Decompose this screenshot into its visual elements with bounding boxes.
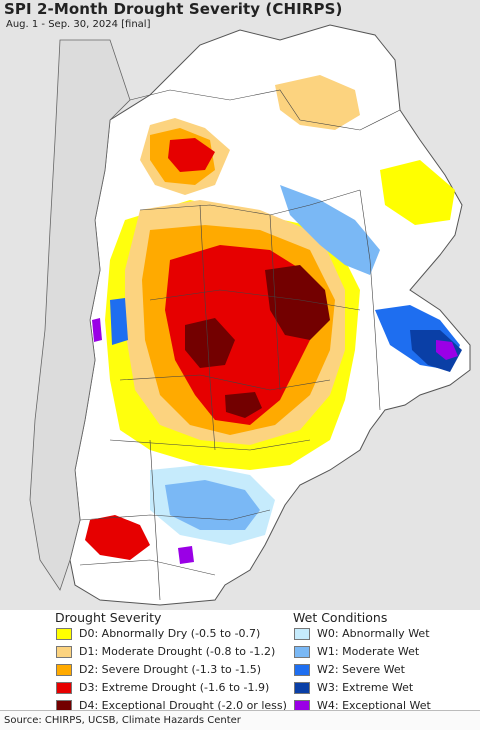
legend-swatch-d2 [56, 664, 72, 676]
zone-d0-northeast [380, 160, 455, 225]
zone-w4-south [178, 546, 194, 564]
drought-map [29, 24, 471, 606]
map-title: SPI 2-Month Drought Severity (CHIRPS) [4, 0, 343, 18]
legend-label-w3: W3: Extreme Wet [317, 681, 414, 694]
legend-label-d2: D2: Severe Drought (-1.3 to -1.5) [79, 663, 262, 676]
legend-swatch-w3 [294, 682, 310, 694]
zone-d3-south [85, 515, 150, 560]
legend-label-w1: W1: Moderate Wet [317, 645, 420, 658]
legend-label-d3: D3: Extreme Drought (-1.6 to -1.9) [79, 681, 270, 694]
legend-label-d0: D0: Abnormally Dry (-0.5 to -0.7) [79, 627, 261, 640]
zone-d4-c [225, 392, 262, 418]
legend-label-d4: D4: Exceptional Drought (-2.0 or less) [79, 699, 287, 712]
legend-swatch-d0 [56, 628, 72, 640]
legend-swatch-w1 [294, 646, 310, 658]
zone-d4-b [185, 318, 235, 368]
map-subtitle: Aug. 1 - Sep. 30, 2024 [final] [6, 19, 151, 30]
legend-label-w2: W2: Severe Wet [317, 663, 405, 676]
legend-label-d1: D1: Moderate Drought (-0.8 to -1.2) [79, 645, 276, 658]
legend-swatch-d3 [56, 682, 72, 694]
zone-d1-northeast [275, 75, 360, 130]
legend-wet-heading: Wet Conditions [293, 610, 388, 625]
zone-d3-north [168, 138, 215, 172]
zone-d4-a [265, 265, 330, 340]
admin-borders [79, 89, 401, 601]
legend-swatch-w2 [294, 664, 310, 676]
zone-w4-east [436, 340, 458, 360]
zone-w4-west [92, 318, 102, 342]
map-area [0, 0, 480, 610]
legend-label-w4: W4: Exceptional Wet [317, 699, 431, 712]
source-credit: Source: CHIRPS, UCSB, Climate Hazards Ce… [0, 710, 480, 730]
chile-strip [29, 39, 131, 591]
zone-w2-west [110, 298, 128, 345]
legend-swatch-w0 [294, 628, 310, 640]
legend-swatch-d1 [56, 646, 72, 658]
zone-w1-east [280, 185, 380, 275]
legend-label-w0: W0: Abnormally Wet [317, 627, 430, 640]
legend-drought-heading: Drought Severity [55, 610, 162, 625]
